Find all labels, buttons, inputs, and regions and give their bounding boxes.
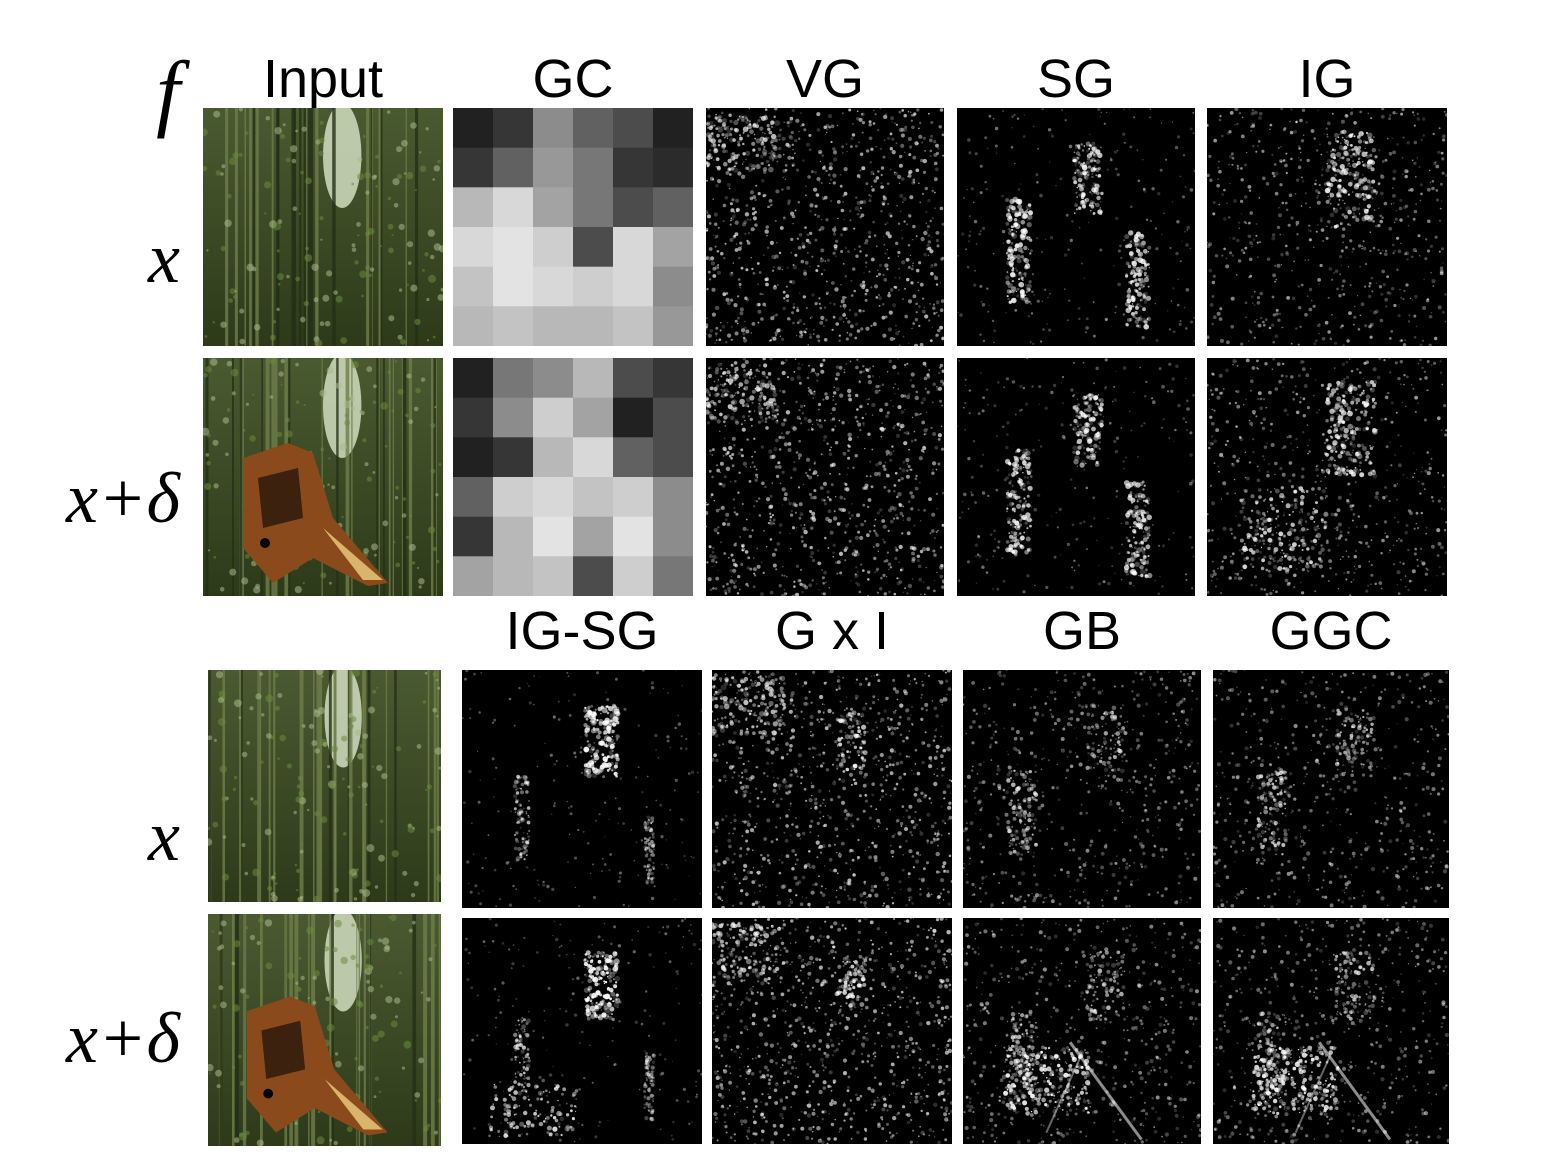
panel-vg-x-top: [706, 108, 944, 346]
header-ggc: GGC: [1213, 604, 1449, 658]
panel-gb-xdelta-bottom: [963, 918, 1201, 1144]
panel-ig-xdelta-top: [1207, 358, 1447, 596]
header-g-x-i: G x I: [712, 604, 952, 658]
header-gb: GB: [963, 604, 1201, 658]
header-ig: IG: [1207, 52, 1447, 106]
panel-input-xdelta-bottom: [208, 914, 441, 1146]
panel-gxi-x-bottom: [712, 670, 952, 908]
row-label-xdelta-top: x+δ: [20, 462, 180, 534]
panel-ig-sg-x-bottom: [462, 670, 702, 908]
panel-ig-x-top: [1207, 108, 1447, 346]
panel-input-x-bottom: [208, 670, 441, 902]
header-input: Input: [203, 52, 443, 106]
row-label-x-top: x: [100, 222, 180, 294]
panel-sg-xdelta-top: [957, 358, 1195, 596]
header-gc: GC: [453, 52, 693, 106]
function-label: f: [120, 48, 180, 134]
row-label-xdelta-bottom: x+δ: [20, 1002, 180, 1074]
panel-sg-x-top: [957, 108, 1195, 346]
panel-vg-xdelta-top: [706, 358, 944, 596]
row-label-x-bottom: x: [100, 800, 180, 872]
header-ig-sg: IG-SG: [462, 604, 702, 658]
panel-gc-xdelta-top: [453, 358, 693, 596]
panel-gb-x-bottom: [963, 670, 1201, 908]
panel-gc-x-top: [453, 108, 693, 346]
panel-gxi-xdelta-bottom: [712, 918, 952, 1144]
panel-ig-sg-xdelta-bottom: [462, 918, 702, 1144]
header-vg: VG: [706, 52, 944, 106]
header-sg: SG: [957, 52, 1195, 106]
panel-ggc-x-bottom: [1213, 670, 1449, 908]
panel-input-xdelta-top: [203, 358, 443, 596]
panel-ggc-xdelta-bottom: [1213, 918, 1449, 1144]
panel-input-x-top: [203, 108, 443, 346]
